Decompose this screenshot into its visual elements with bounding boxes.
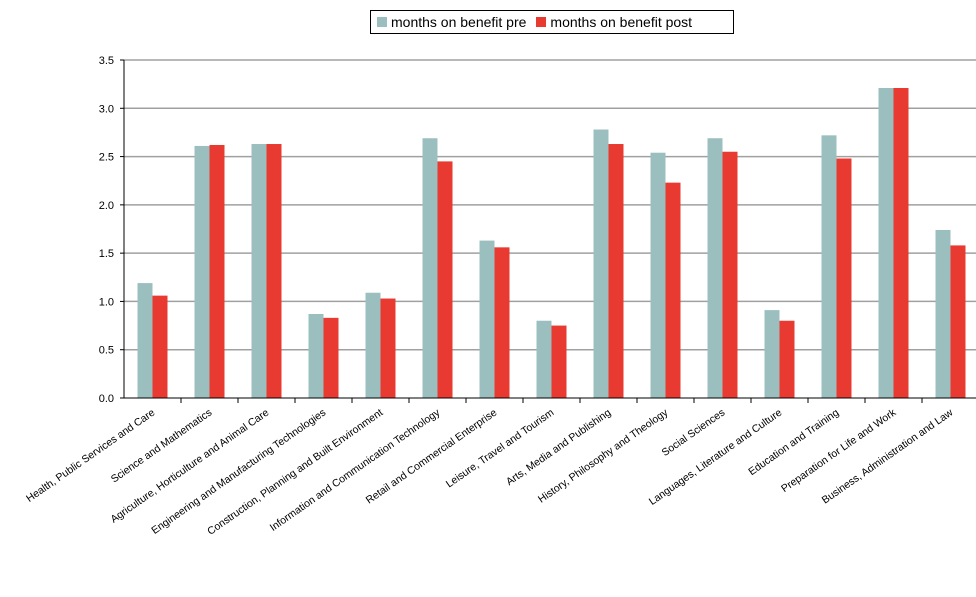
bar-post <box>551 325 567 398</box>
bar-pre <box>536 320 552 398</box>
bar-post <box>152 295 168 398</box>
bar-post <box>950 245 966 398</box>
bar-pre <box>593 129 609 398</box>
legend-item-post: months on benefit post <box>536 14 692 30</box>
bar-pre <box>707 138 723 399</box>
bar-post <box>494 247 510 398</box>
y-tick-label: 0.0 <box>99 393 114 405</box>
y-tick-label: 2.0 <box>99 200 114 212</box>
legend-item-pre: months on benefit pre <box>377 14 526 30</box>
y-tick-label: 3.0 <box>99 103 114 115</box>
bar-pre <box>650 152 666 398</box>
legend-swatch-post <box>536 17 547 27</box>
y-tick-label: 2.5 <box>99 152 114 164</box>
legend: months on benefit pre months on benefit … <box>370 10 734 34</box>
bar-pre <box>821 135 837 398</box>
bar-pre <box>422 138 438 399</box>
bar-post <box>380 298 396 398</box>
x-tick-label: Preparation for Life and Work <box>779 406 899 495</box>
bar-pre <box>935 229 951 398</box>
bar-post <box>893 88 909 399</box>
bar-post <box>608 144 624 398</box>
bar-post <box>836 158 852 398</box>
bar-pre <box>365 292 381 398</box>
bar-post <box>437 161 453 398</box>
bar-post <box>722 151 738 398</box>
x-tick-label: Arts, Media and Publishing <box>504 407 613 489</box>
bar-pre <box>764 310 780 398</box>
x-tick-label: Leisure, Travel and Tourism <box>444 406 557 490</box>
y-tick-label: 1.0 <box>99 296 114 308</box>
bar-pre <box>878 88 894 399</box>
bar-pre <box>251 144 267 398</box>
y-tick-label: 0.5 <box>99 345 114 357</box>
bar-pre <box>479 240 495 398</box>
legend-label-pre: months on benefit pre <box>391 14 527 30</box>
bar-pre <box>308 313 324 398</box>
bar-post <box>266 144 282 398</box>
legend-label-post: months on benefit post <box>550 14 693 30</box>
legend-swatch-pre <box>377 17 387 27</box>
bar-pre <box>194 145 210 398</box>
bar-post <box>779 320 795 398</box>
bar-post <box>323 317 339 398</box>
y-tick-label: 3.5 <box>99 55 114 67</box>
bar-pre <box>137 283 153 398</box>
x-tick-label: Science and Mathematics <box>109 407 214 486</box>
y-tick-label: 1.5 <box>99 248 114 260</box>
bar-post <box>209 144 225 398</box>
bar-post <box>665 182 681 398</box>
